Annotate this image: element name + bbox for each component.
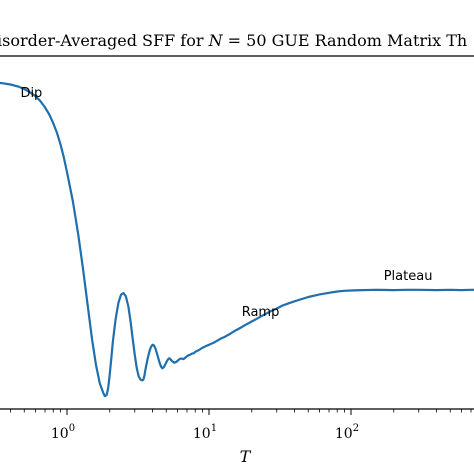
chart-title-eq: = 50	[223, 31, 272, 50]
chart-title-tail: GUE Random Matrix Th	[272, 31, 468, 50]
x-tick-label-base: 10	[335, 426, 353, 442]
sff-series-line	[0, 81, 474, 398]
chart-title-lead: isorder-Averaged SFF for	[0, 31, 209, 50]
x-tick-label-base: 10	[51, 426, 69, 442]
x-tick-label-exponent: 2	[353, 423, 359, 434]
x-tick-label-exponent: 0	[69, 423, 75, 434]
annotation-plateau: Plateau	[384, 269, 433, 284]
x-tick-label-base: 10	[193, 426, 211, 442]
x-tick-label-exponent: 1	[211, 423, 217, 434]
chart-title-var: N	[208, 31, 224, 50]
x-axis-label: T	[240, 447, 252, 466]
chart-title: isorder-Averaged SFF for N = 50 GUE Rand…	[0, 31, 467, 50]
annotation-ramp: Ramp	[242, 305, 280, 320]
annotation-dip: Dip	[20, 86, 42, 101]
x-tick-label: 102	[335, 423, 359, 442]
annotations: Dip Ramp Plateau	[20, 86, 432, 320]
x-tick-label: 101	[193, 423, 217, 442]
x-tick-label: 100	[51, 423, 75, 442]
x-major-ticks: 100 101 102	[51, 409, 359, 442]
x-minor-ticks	[10, 409, 472, 413]
